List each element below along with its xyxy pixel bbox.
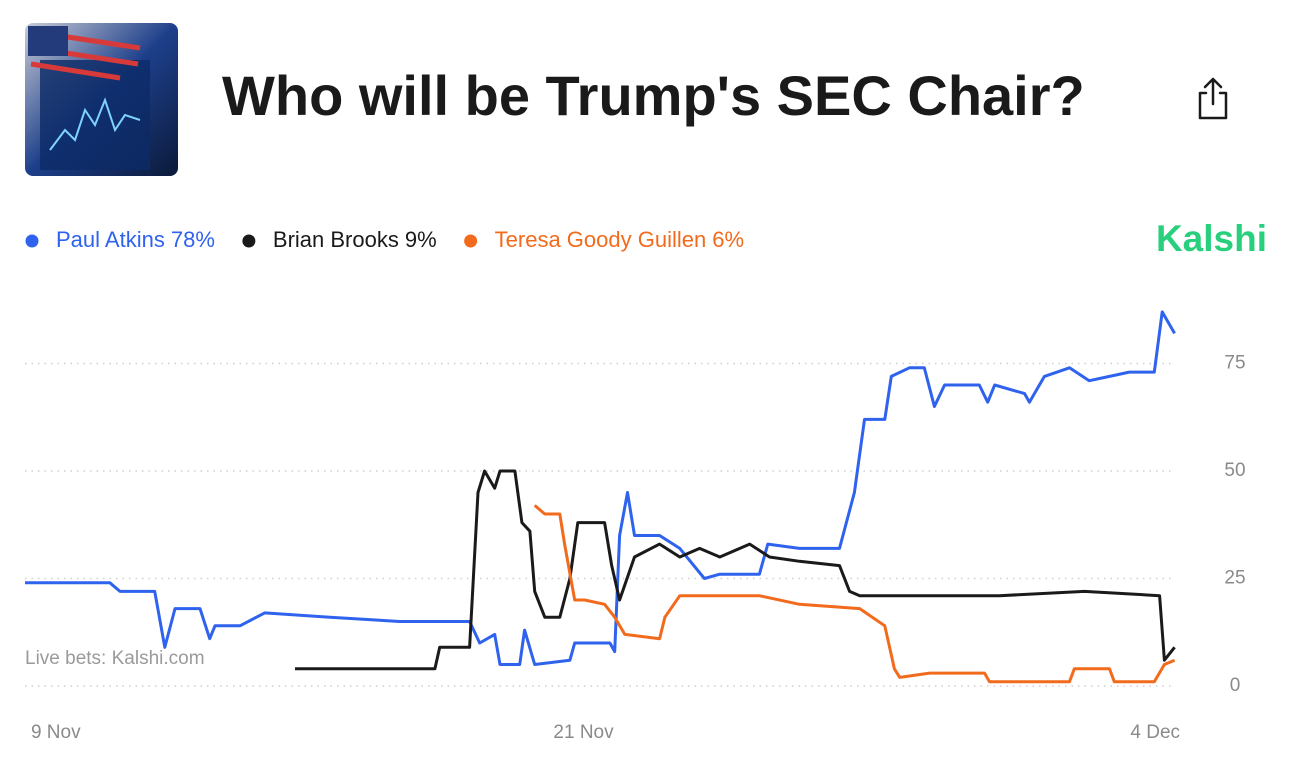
chart-title: Who will be Trump's SEC Chair? [222,64,1085,127]
share-button[interactable] [1198,77,1228,120]
series-line [25,310,1176,666]
x-tick-label: 21 Nov [553,722,614,743]
brand-logo: Kalshi [1156,218,1267,259]
legend: Paul Atkins 78% Brian Brooks 9% Teresa Goody… [25,227,744,252]
x-tick-label: 9 Nov [31,722,81,743]
source-note: Live bets: Kalshi.com [25,648,205,669]
plot [25,310,1176,684]
legend-name: Teresa Goody Guillen [495,227,707,252]
grid: 0 25 50 75 9 Nov 21 Nov 4 Dec [25,353,1246,743]
legend-dot [242,234,256,248]
legend-name: Brian Brooks [273,227,399,252]
legend-dot [25,234,39,248]
y-tick-label: 25 [1224,568,1245,589]
series-line [533,504,1176,684]
legend-chance: 6% [712,227,744,252]
y-tick-label: 0 [1230,675,1241,696]
thumbnail [25,23,178,176]
legend-chance: 9% [405,227,437,252]
series-line [295,469,1176,671]
legend-dot [464,234,478,248]
x-tick-label: 4 Dec [1130,722,1180,743]
y-tick-label: 75 [1224,353,1245,374]
legend-name: Paul Atkins [56,227,165,252]
y-tick-label: 50 [1224,460,1245,481]
legend-chance: 78% [171,227,215,252]
